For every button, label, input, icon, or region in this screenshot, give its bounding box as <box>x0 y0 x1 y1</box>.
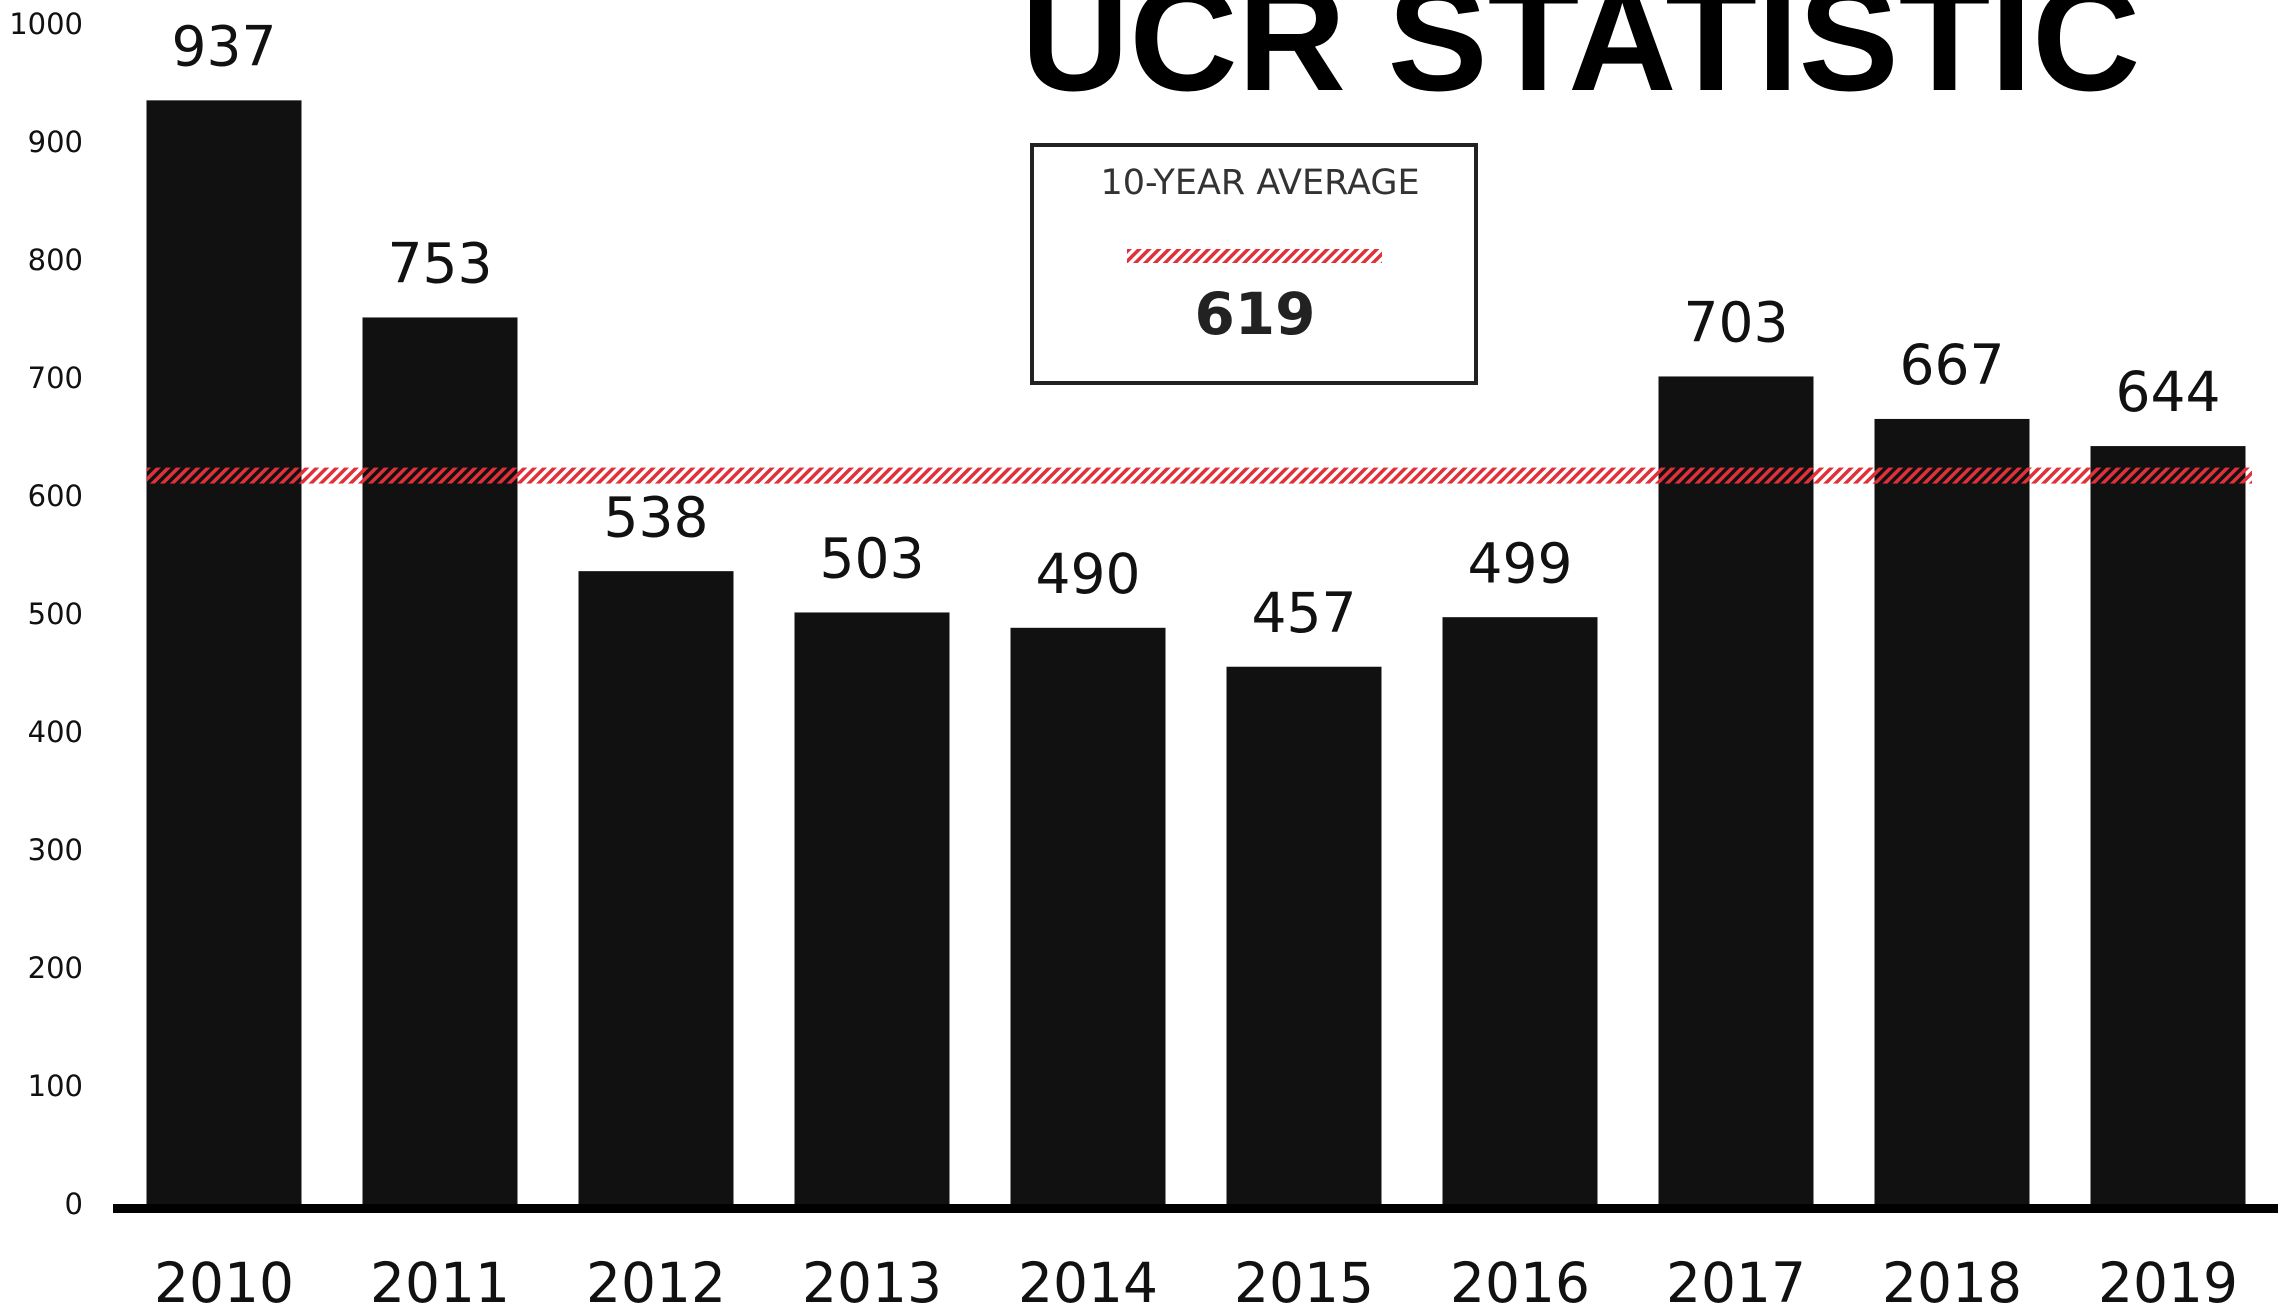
value-label: 937 <box>172 14 277 78</box>
average-line <box>147 467 2252 484</box>
bar <box>1226 666 1382 1206</box>
value-label: 703 <box>1684 291 1789 355</box>
legend-box <box>1030 143 1478 385</box>
value-label: 457 <box>1252 581 1357 645</box>
x-tick-label: 2015 <box>1234 1251 1374 1313</box>
value-label: 538 <box>604 485 709 549</box>
bar <box>1658 376 1814 1207</box>
bar <box>578 571 734 1206</box>
y-tick-label: 1000 <box>9 7 83 41</box>
value-label: 499 <box>1468 531 1573 595</box>
value-label: 753 <box>388 232 493 296</box>
average-legend: 10-YEAR AVERAGE 619 <box>1030 143 1478 385</box>
bar <box>1442 617 1598 1206</box>
bar <box>1874 418 2030 1206</box>
y-tick-label: 300 <box>28 833 83 867</box>
y-tick-label: 200 <box>28 951 83 985</box>
y-tick-label: 500 <box>28 597 83 631</box>
y-tick-label: 800 <box>28 243 83 277</box>
x-tick-label: 2013 <box>802 1251 942 1313</box>
y-tick-label: 600 <box>28 479 83 513</box>
value-label: 490 <box>1036 542 1141 606</box>
value-label: 503 <box>820 527 925 591</box>
chart-title: UCR STATISTIC <box>1021 0 2140 122</box>
y-tick-label: 400 <box>28 715 83 749</box>
x-tick-label: 2011 <box>370 1251 510 1313</box>
x-tick-label: 2019 <box>2098 1251 2238 1313</box>
x-tick-label: 2018 <box>1882 1251 2022 1313</box>
x-tick-label: 2010 <box>154 1251 294 1313</box>
legend-swatch <box>1127 249 1382 263</box>
y-tick-label: 0 <box>65 1187 83 1221</box>
bar <box>1010 627 1166 1206</box>
bar <box>146 100 302 1207</box>
y-tick-label: 900 <box>28 125 83 159</box>
x-tick-label: 2012 <box>586 1251 726 1313</box>
x-tick-label: 2017 <box>1666 1251 1806 1313</box>
x-tick-label: 2014 <box>1018 1251 1158 1313</box>
x-tick-label: 2016 <box>1450 1251 1590 1313</box>
bar <box>2090 446 2246 1207</box>
x-axis <box>113 1204 2278 1213</box>
bar <box>794 612 950 1206</box>
bar <box>362 317 518 1207</box>
value-label: 644 <box>2116 360 2221 424</box>
y-tick-label: 700 <box>28 361 83 395</box>
legend-label: 10-YEAR AVERAGE <box>1100 163 1419 203</box>
y-tick-label: 100 <box>28 1069 83 1103</box>
legend-value: 619 <box>1194 280 1315 348</box>
value-label: 667 <box>1900 333 2005 397</box>
